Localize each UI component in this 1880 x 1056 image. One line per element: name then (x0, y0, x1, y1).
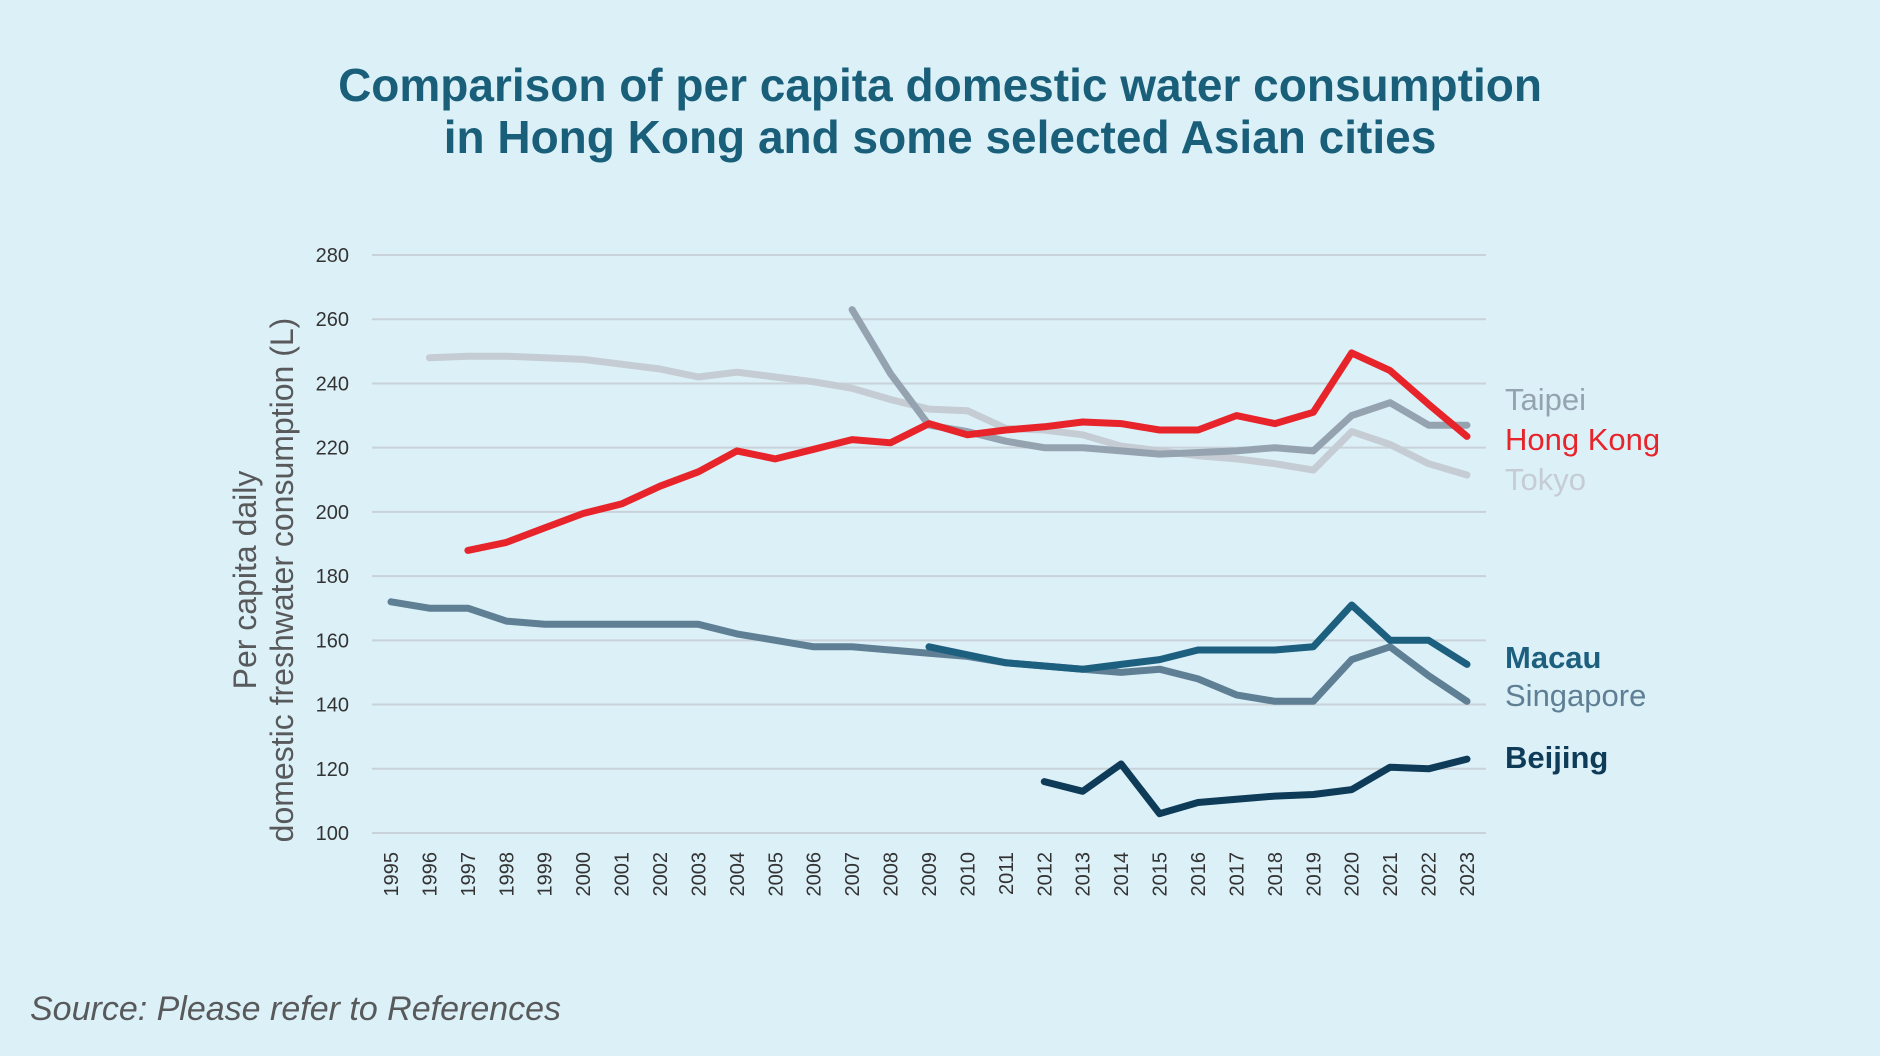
x-tick-label: 2012 (1034, 852, 1056, 897)
y-tick-label: 100 (316, 823, 349, 845)
y-tick-label: 160 (316, 630, 349, 652)
y-axis-ticks: 100 120 140 160 180 200 220 240 260 280 (316, 245, 349, 845)
x-tick-label: 1997 (458, 852, 480, 897)
y-tick-label: 120 (316, 759, 349, 781)
x-tick-label: 1995 (381, 852, 403, 897)
series-label-singapore: Singapore (1505, 678, 1646, 713)
x-tick-label: 2005 (765, 852, 787, 897)
x-tick-label: 2003 (688, 852, 710, 897)
gridlines (372, 254, 1486, 834)
y-tick-label: 200 (316, 502, 349, 524)
series-line-beijing (1040, 755, 1471, 818)
chart-title-line-2: in Hong Kong and some selected Asian cit… (443, 111, 1437, 163)
y-tick-label: 280 (316, 245, 349, 267)
x-tick-label: 2011 (996, 852, 1018, 895)
y-tick-label: 240 (316, 373, 349, 395)
x-tick-label: 2013 (1073, 852, 1095, 897)
y-tick-label: 180 (316, 566, 349, 588)
source-note: Source: Please refer to References (30, 990, 562, 1028)
x-tick-label: 2023 (1457, 852, 1479, 897)
x-tick-label: 1998 (496, 852, 518, 897)
series-label-tokyo: Tokyo (1505, 462, 1586, 497)
series-label-beijing: Beijing (1505, 740, 1608, 775)
x-tick-label: 2015 (1150, 852, 1172, 897)
x-tick-label: 2022 (1419, 852, 1441, 897)
y-tick-label: 260 (316, 309, 349, 331)
series-line-hong-kong (464, 349, 1471, 554)
y-tick-label: 220 (316, 438, 349, 460)
x-tick-label: 2014 (1111, 852, 1133, 897)
x-tick-label: 2008 (881, 852, 903, 897)
x-tick-label: 2010 (957, 852, 979, 897)
series-line-tokyo (425, 352, 1471, 479)
x-tick-label: 1999 (535, 852, 557, 897)
x-axis-ticks: 1995 1996 1997 1998 1999 2000 2001 2002 2003 2004… (381, 852, 1479, 897)
x-tick-label: 2018 (1265, 852, 1287, 897)
x-tick-label: 2007 (842, 852, 864, 897)
chart-title-line-1: Comparison of per capita domestic water … (338, 59, 1542, 111)
x-tick-label: 2021 (1380, 852, 1402, 897)
x-tick-label: 1996 (419, 852, 441, 897)
x-tick-label: 2019 (1303, 852, 1325, 897)
x-tick-label: 2017 (1226, 852, 1248, 897)
x-tick-label: 2009 (919, 852, 941, 897)
x-tick-label: 2001 (612, 852, 634, 897)
series-line-macau (925, 601, 1471, 673)
x-tick-label: 2002 (650, 852, 672, 897)
series-label-taipei: Taipei (1505, 382, 1586, 417)
x-tick-label: 2004 (727, 852, 749, 897)
x-tick-label: 2000 (573, 852, 595, 897)
x-tick-label: 2006 (804, 852, 826, 897)
series-label-macau: Macau (1505, 640, 1601, 675)
x-tick-label: 2016 (1188, 852, 1210, 897)
series-lines (387, 306, 1471, 818)
x-tick-label: 2020 (1342, 852, 1364, 897)
series-label-hong-kong: Hong Kong (1505, 422, 1660, 457)
series-line-singapore (387, 598, 1471, 705)
y-tick-label: 140 (316, 695, 349, 717)
